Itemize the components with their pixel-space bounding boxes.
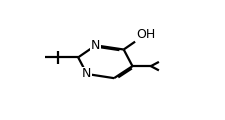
Text: N: N [82,67,91,81]
Text: N: N [91,39,100,52]
Text: OH: OH [135,28,155,41]
